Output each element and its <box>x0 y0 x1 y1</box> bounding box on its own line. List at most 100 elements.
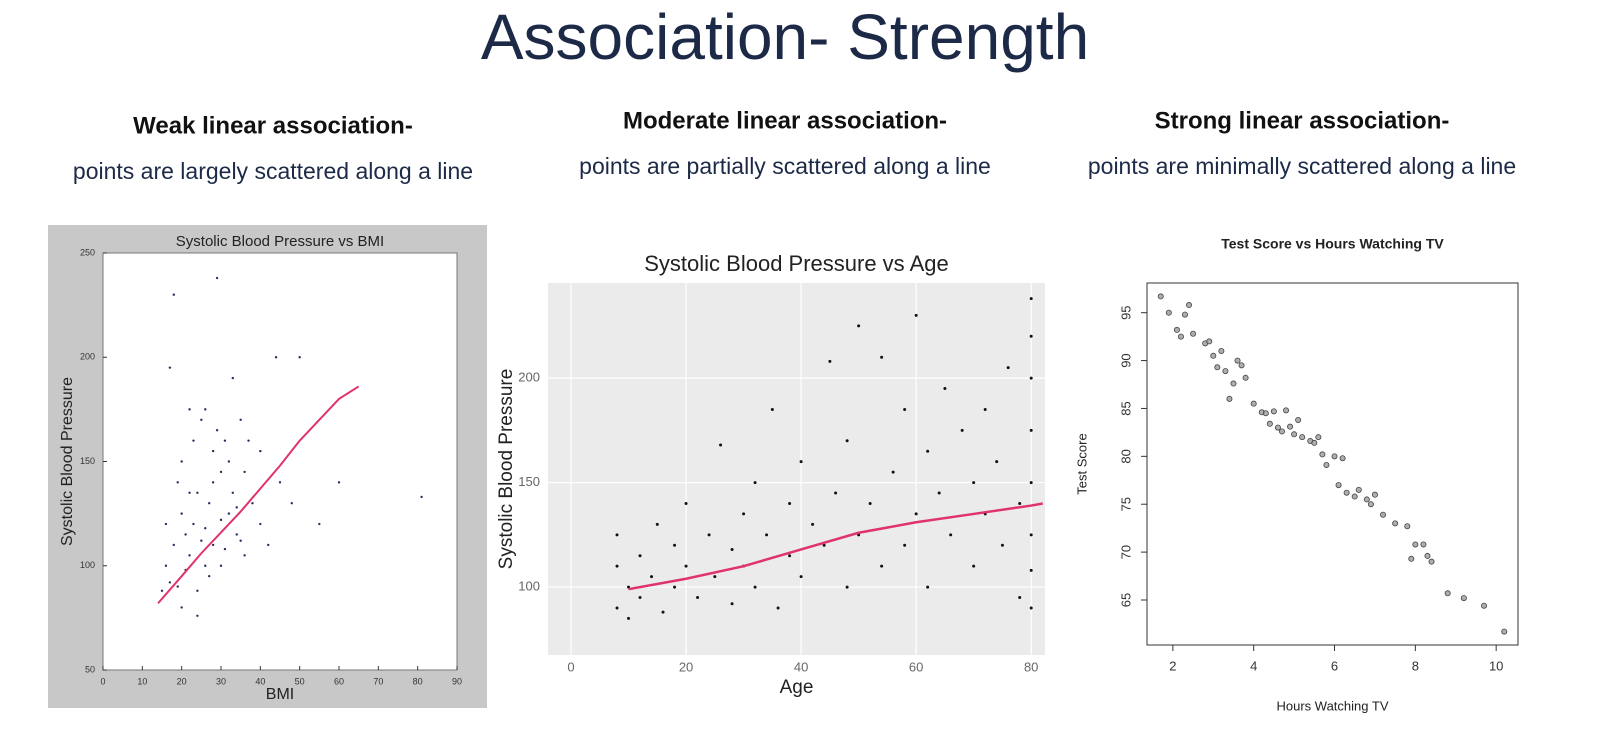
data-point <box>914 512 918 516</box>
data-point <box>1274 424 1281 431</box>
data-point <box>1029 297 1033 301</box>
data-point <box>239 418 242 421</box>
data-point <box>1351 493 1358 500</box>
data-point <box>673 543 677 547</box>
data-point <box>713 575 717 579</box>
data-point <box>1319 451 1326 458</box>
chart-title: Systolic Blood Pressure vs BMI <box>176 233 384 250</box>
data-point <box>1242 374 1249 381</box>
data-point <box>1029 568 1033 572</box>
data-point <box>298 356 301 359</box>
data-point <box>290 502 293 505</box>
x-tick-label: 50 <box>295 676 305 686</box>
data-point <box>650 575 654 579</box>
y-tick-label: 100 <box>80 560 95 570</box>
data-point <box>196 614 199 617</box>
data-point <box>215 276 219 280</box>
data-point <box>223 439 227 442</box>
data-point <box>200 539 203 542</box>
data-point <box>1295 416 1302 423</box>
data-point <box>753 481 757 485</box>
x-tick-label: 60 <box>334 676 344 686</box>
data-point <box>160 589 164 592</box>
data-point <box>960 428 964 432</box>
data-point <box>180 512 183 515</box>
data-point <box>243 554 246 557</box>
data-point <box>208 502 211 505</box>
data-point <box>208 574 211 578</box>
data-point <box>184 533 187 536</box>
data-point <box>1420 541 1427 548</box>
x-tick-label: 70 <box>373 676 383 686</box>
data-point <box>267 543 270 547</box>
y-tick-label: 80 <box>1118 449 1133 463</box>
data-point <box>1501 628 1508 635</box>
data-point <box>903 543 907 547</box>
data-point <box>1363 496 1370 503</box>
data-point <box>638 554 642 558</box>
data-point <box>1424 552 1431 559</box>
data-point <box>259 522 262 526</box>
data-point <box>1000 543 1004 547</box>
data-point <box>1206 338 1213 345</box>
data-point <box>730 602 734 606</box>
y-axis-label: Systolic Blood Pressure <box>59 377 76 546</box>
data-point <box>799 460 803 464</box>
data-point <box>661 610 665 614</box>
data-point <box>1018 596 1022 600</box>
y-tick-label: 70 <box>1118 545 1133 559</box>
data-point <box>1283 407 1290 414</box>
plot-area <box>1146 282 1519 646</box>
data-point <box>828 359 832 363</box>
data-point <box>168 581 172 584</box>
data-point <box>972 481 976 485</box>
data-point <box>1186 302 1193 309</box>
data-point <box>914 313 918 317</box>
panel-heading: Weak linear association- <box>133 112 413 139</box>
data-point <box>231 491 234 494</box>
panel-description: points are minimally scattered along a l… <box>1088 153 1516 179</box>
panel-heading: Moderate linear association- <box>623 107 947 134</box>
data-point <box>211 543 215 547</box>
data-point <box>1412 541 1419 548</box>
data-point <box>1343 489 1350 496</box>
trend-line <box>628 502 1043 591</box>
data-point <box>1339 455 1346 462</box>
data-point <box>1367 501 1374 508</box>
data-point <box>1428 558 1435 565</box>
data-point <box>707 533 711 537</box>
data-point <box>1404 523 1411 530</box>
y-tick-label: 250 <box>80 247 95 257</box>
data-point <box>219 564 223 567</box>
data-point <box>251 502 254 505</box>
data-point <box>788 554 792 558</box>
y-tick-label: 75 <box>1118 497 1133 511</box>
x-axis-label: BMI <box>266 686 294 703</box>
data-point <box>1234 357 1241 364</box>
data-point <box>1481 602 1488 609</box>
y-tick-label: 95 <box>1118 305 1133 319</box>
data-point <box>204 564 207 567</box>
data-point <box>655 522 659 526</box>
data-point <box>196 491 199 494</box>
y-tick-label: 200 <box>80 352 95 362</box>
data-point <box>176 585 179 588</box>
data-point <box>1331 453 1338 460</box>
data-point <box>215 429 219 432</box>
data-point <box>615 533 619 537</box>
data-point <box>742 512 746 516</box>
plot-area <box>102 252 458 671</box>
plot-area <box>548 283 1045 655</box>
data-point <box>638 596 642 600</box>
data-point <box>983 407 987 411</box>
data-point <box>1214 364 1221 371</box>
data-point <box>943 387 947 391</box>
y-tick-label: 65 <box>1118 593 1133 607</box>
data-point <box>903 407 907 411</box>
data-point <box>1444 590 1451 597</box>
data-point <box>684 501 688 505</box>
data-point <box>196 589 199 592</box>
data-point <box>880 564 884 568</box>
